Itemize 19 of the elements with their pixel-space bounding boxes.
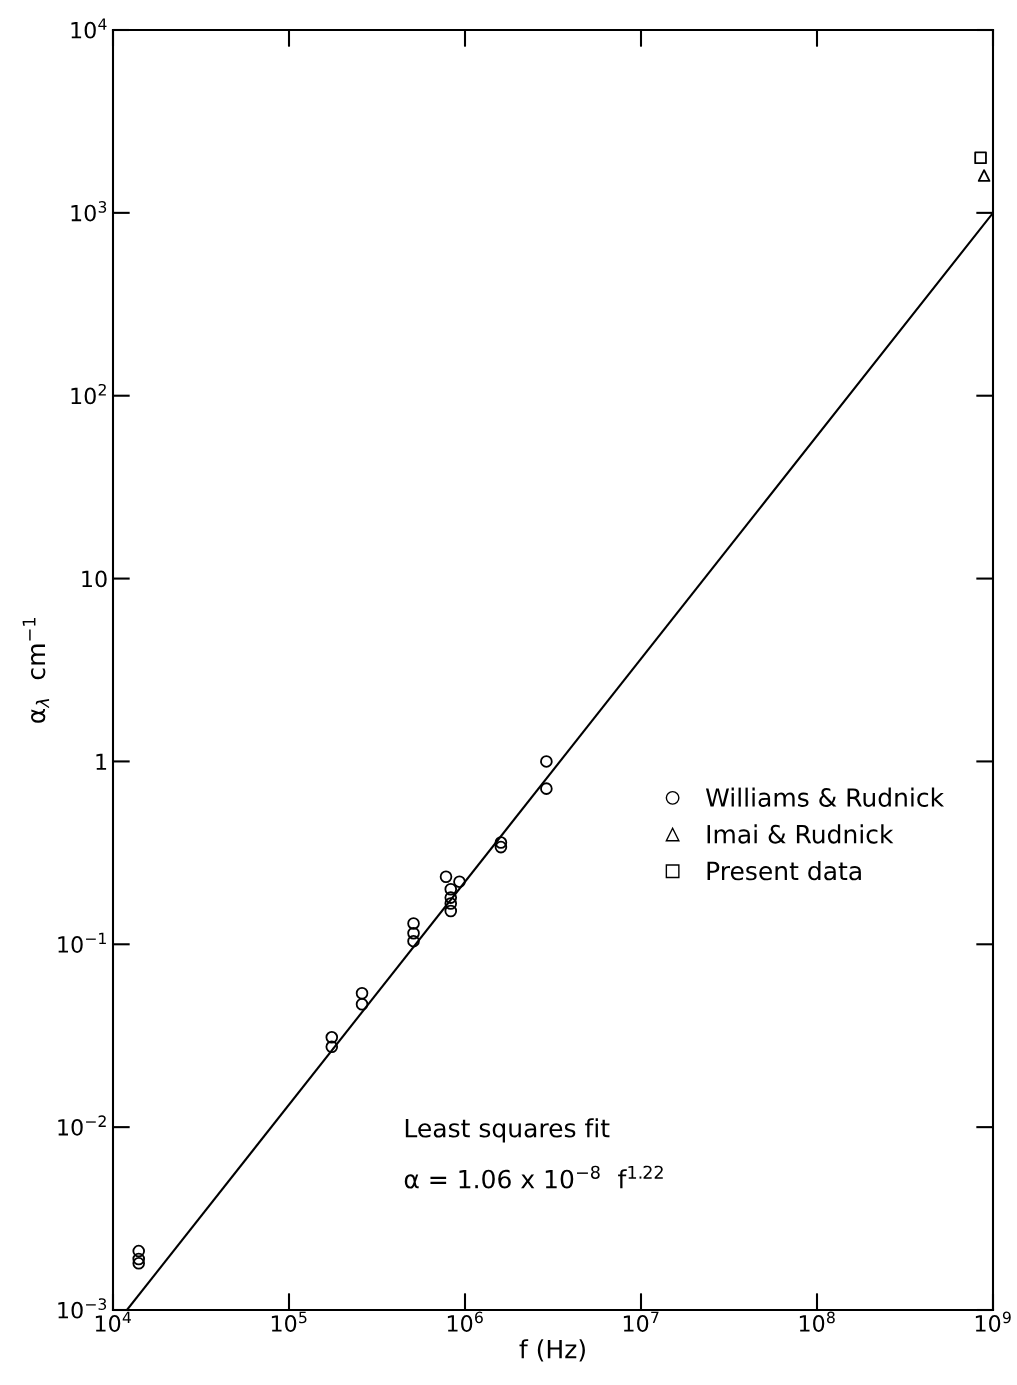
legend-label: Imai & Rudnick (707, 824, 894, 844)
y-tick-label: 10$^{3}$ (71, 201, 107, 222)
y-tick-label: 10$^{−2}$ (58, 1115, 106, 1136)
x-tick-label: 10$^{6}$ (447, 1311, 483, 1332)
x-tick-label: 10$^{5}$ (271, 1311, 307, 1332)
legend-label: Present data (707, 861, 861, 881)
y-tick-label: 1 (96, 753, 107, 770)
x-axis-title: f (Hz) (519, 1339, 585, 1362)
annotation: Least squares fit (405, 1118, 610, 1143)
y-axis-title: α$_{λ}$ cm$^{−1}$ (22, 618, 50, 723)
x-tick-label: 10$^{9}$ (975, 1311, 1011, 1332)
annotation: α = 1.06 x 10$^{−8}$ f$^{1.22}$ (404, 1165, 663, 1189)
x-tick-label: 10$^{7}$ (623, 1311, 659, 1332)
legend-label: Williams & Rudnick (705, 787, 945, 807)
y-tick-label: 10$^{4}$ (71, 18, 107, 39)
y-tick-label: 10$^{2}$ (71, 383, 106, 405)
y-tick-label: 10$^{−1}$ (58, 932, 106, 953)
x-tick-label: 10$^{8}$ (799, 1311, 835, 1332)
y-tick-label: 10 (82, 570, 107, 588)
